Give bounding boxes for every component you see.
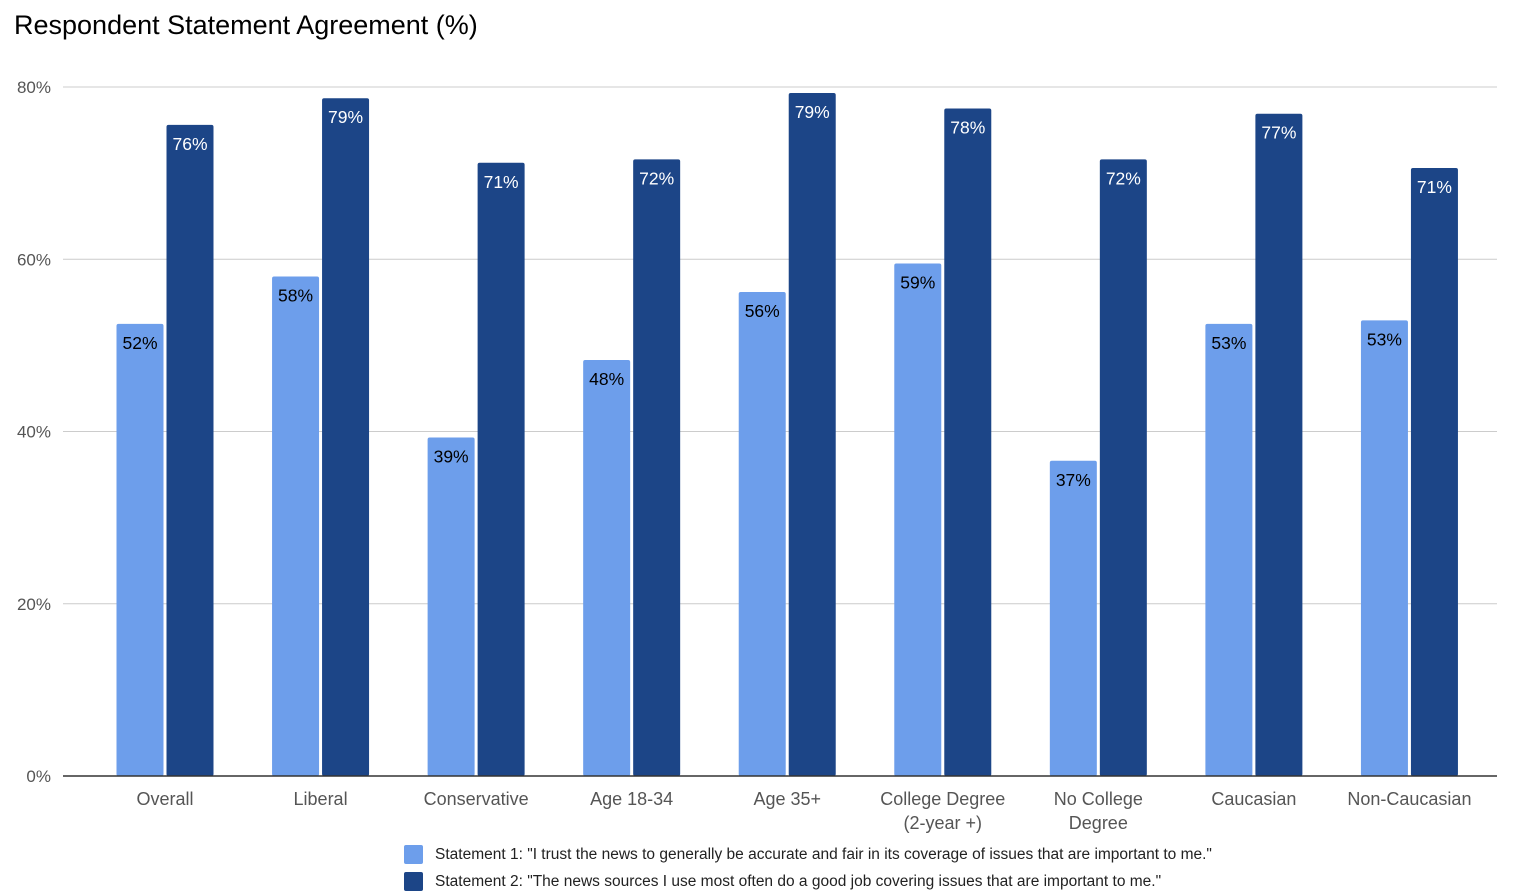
legend-swatch-statement-2 <box>404 872 423 891</box>
bar-series-1 <box>894 263 942 776</box>
data-label-series-1: 53% <box>1367 329 1402 349</box>
data-label-series-1: 39% <box>434 447 469 467</box>
bar-series-2 <box>944 108 992 776</box>
data-label-series-1: 52% <box>122 333 157 353</box>
x-tick-label-line: Liberal <box>294 789 348 809</box>
bar-series-1 <box>583 360 631 776</box>
bar-series-2 <box>477 162 525 777</box>
data-label-series-1: 56% <box>745 301 780 321</box>
data-label-series-2: 77% <box>1261 123 1296 143</box>
legend-item-statement-2: Statement 2: "The news sources I use mos… <box>404 868 1212 895</box>
bar-series-2 <box>633 159 681 777</box>
bar-series-2 <box>322 98 370 777</box>
x-tick-label: No College Degree <box>1054 789 1143 833</box>
x-tick-label-line: (2-year +) <box>904 813 983 833</box>
x-tick-label: Caucasian <box>1211 789 1296 809</box>
x-tick-label-line: Age 18-34 <box>590 789 673 809</box>
x-tick-label-line: College Degree <box>880 789 1005 809</box>
data-label-series-1: 59% <box>900 273 935 293</box>
y-tick-label: 80% <box>17 78 51 97</box>
legend: Statement 1: "I trust the news to genera… <box>404 841 1212 895</box>
chart-title: Respondent Statement Agreement (%) <box>14 10 478 40</box>
x-tick-label: College Degree (2-year +) <box>880 789 1005 833</box>
bar-series-2 <box>1410 167 1458 776</box>
y-tick-label: 20% <box>17 595 51 614</box>
x-tick-label-line: Conservative <box>424 789 529 809</box>
bar-series-1 <box>427 437 475 776</box>
bar-series-1 <box>1049 460 1097 776</box>
x-tick-label-line: Non-Caucasian <box>1347 789 1471 809</box>
x-tick-label: Conservative <box>424 789 529 809</box>
bar-series-1 <box>1360 320 1408 776</box>
legend-label-statement-1: Statement 1: "I trust the news to genera… <box>435 845 1212 863</box>
x-tick-label: Overall <box>136 789 193 809</box>
data-label-series-2: 72% <box>639 168 674 188</box>
bar-series-2 <box>1255 113 1303 777</box>
data-label-series-1: 58% <box>278 285 313 305</box>
legend-item-statement-1: Statement 1: "I trust the news to genera… <box>404 841 1212 868</box>
bar-series-2 <box>788 93 836 776</box>
y-tick-label: 0% <box>26 767 51 786</box>
data-label-series-1: 48% <box>589 369 624 389</box>
data-label-series-2: 79% <box>795 102 830 122</box>
bar-series-1 <box>738 291 786 776</box>
data-label-series-2: 79% <box>328 107 363 127</box>
x-tick-label: Liberal <box>294 789 348 809</box>
data-label-series-2: 72% <box>1106 168 1141 188</box>
data-label-series-2: 76% <box>172 134 207 154</box>
legend-label-statement-2: Statement 2: "The news sources I use mos… <box>435 872 1162 890</box>
x-tick-label-line: Age 35+ <box>753 789 821 809</box>
data-label-series-2: 71% <box>484 172 519 192</box>
bar-series-1 <box>1205 323 1253 776</box>
x-tick-label: Age 18-34 <box>590 789 673 809</box>
y-tick-label: 40% <box>17 423 51 442</box>
y-tick-label: 60% <box>17 250 51 269</box>
data-label-series-2: 78% <box>950 118 985 138</box>
data-label-series-1: 37% <box>1056 470 1091 490</box>
bar-series-1 <box>272 276 320 776</box>
legend-swatch-statement-1 <box>404 845 423 864</box>
bar-series-2 <box>1099 159 1147 777</box>
x-tick-label-line: Caucasian <box>1211 789 1296 809</box>
data-label-series-2: 71% <box>1417 177 1452 197</box>
x-tick-label-line: Degree <box>1069 813 1128 833</box>
x-tick-label-line: No College <box>1054 789 1143 809</box>
data-label-series-1: 53% <box>1211 333 1246 353</box>
x-tick-label: Non-Caucasian <box>1347 789 1471 809</box>
bar-series-1 <box>116 323 164 776</box>
bar-series-2 <box>166 124 214 776</box>
x-tick-label: Age 35+ <box>753 789 821 809</box>
x-tick-label-line: Overall <box>136 789 193 809</box>
